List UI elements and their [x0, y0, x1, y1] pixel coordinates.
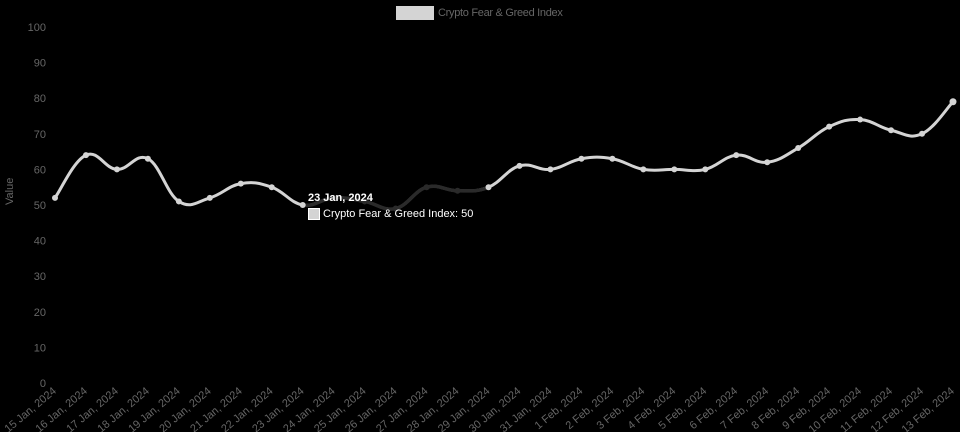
tooltip-title: 23 Jan, 2024	[308, 192, 373, 204]
data-point[interactable]	[485, 184, 492, 191]
tooltip-label: Crypto Fear & Greed Index: 50	[323, 208, 474, 220]
data-point[interactable]	[175, 198, 182, 205]
tooltip-swatch	[308, 208, 320, 220]
tooltip-row: Crypto Fear & Greed Index: 50	[308, 206, 473, 222]
y-tick-label: 60	[34, 164, 46, 176]
data-point[interactable]	[516, 162, 523, 169]
data-point[interactable]	[949, 98, 957, 106]
data-line	[53, 100, 955, 211]
data-point[interactable]	[826, 123, 833, 130]
data-point[interactable]	[423, 184, 430, 191]
data-point[interactable]	[671, 166, 678, 173]
tooltip: 23 Jan, 2024 Crypto Fear & Greed Index: …	[308, 190, 473, 222]
data-point[interactable]	[113, 166, 120, 173]
data-point[interactable]	[82, 152, 89, 159]
data-point[interactable]	[52, 194, 58, 201]
y-tick-label: 30	[34, 271, 46, 283]
data-point[interactable]	[919, 130, 926, 137]
data-point[interactable]	[733, 152, 740, 159]
y-tick-label: 90	[34, 58, 46, 70]
y-axis-title: Value	[4, 177, 16, 205]
y-tick-label: 70	[34, 129, 46, 141]
data-point[interactable]	[578, 155, 585, 162]
data-point[interactable]	[392, 205, 399, 212]
data-point[interactable]	[857, 116, 864, 123]
data-point[interactable]	[299, 202, 306, 208]
data-point[interactable]	[609, 155, 616, 162]
data-point[interactable]	[454, 187, 461, 194]
data-point[interactable]	[640, 166, 647, 173]
data-point[interactable]	[268, 184, 275, 191]
y-tick-label: 10	[34, 342, 46, 354]
y-tick-label: 50	[34, 200, 46, 212]
data-point[interactable]	[764, 159, 771, 166]
legend-swatch	[396, 6, 434, 20]
y-tick-label: 40	[34, 236, 46, 248]
y-tick-label: 80	[34, 93, 46, 105]
data-point[interactable]	[888, 127, 895, 134]
data-point[interactable]	[702, 166, 709, 173]
data-point[interactable]	[547, 166, 554, 173]
data-point[interactable]	[795, 145, 802, 152]
data-point[interactable]	[144, 155, 151, 162]
y-tick-label: 0	[40, 378, 46, 390]
data-point[interactable]	[237, 180, 244, 187]
y-tick-label: 100	[28, 22, 46, 34]
legend-item[interactable]: Crypto Fear & Greed Index	[396, 6, 563, 20]
data-point[interactable]	[206, 194, 213, 201]
data-point[interactable]	[361, 198, 368, 205]
y-tick-label: 20	[34, 307, 46, 319]
legend-label: Crypto Fear & Greed Index	[438, 7, 563, 19]
data-point[interactable]	[330, 194, 337, 201]
